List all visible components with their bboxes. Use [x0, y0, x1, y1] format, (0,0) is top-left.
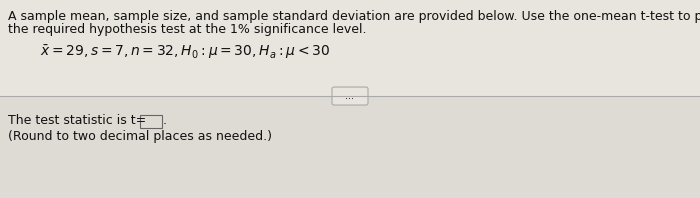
Text: the required hypothesis test at the 1% significance level.: the required hypothesis test at the 1% s… — [8, 23, 367, 36]
Text: $\bar{x}=29, s=7, n=32, H_0: \mu=30, H_a: \mu<30$: $\bar{x}=29, s=7, n=32, H_0: \mu=30, H_a… — [40, 43, 330, 61]
Bar — [0, 96, 700, 198]
Bar — [140, 115, 162, 128]
FancyBboxPatch shape — [332, 87, 368, 105]
Text: (Round to two decimal places as needed.): (Round to two decimal places as needed.) — [8, 130, 272, 143]
Text: .: . — [163, 114, 167, 127]
Text: A sample mean, sample size, and sample standard deviation are provided below. Us: A sample mean, sample size, and sample s… — [8, 10, 700, 23]
Bar — [0, 0, 700, 96]
Text: The test statistic is t=: The test statistic is t= — [8, 114, 146, 127]
Text: ...: ... — [346, 91, 354, 101]
